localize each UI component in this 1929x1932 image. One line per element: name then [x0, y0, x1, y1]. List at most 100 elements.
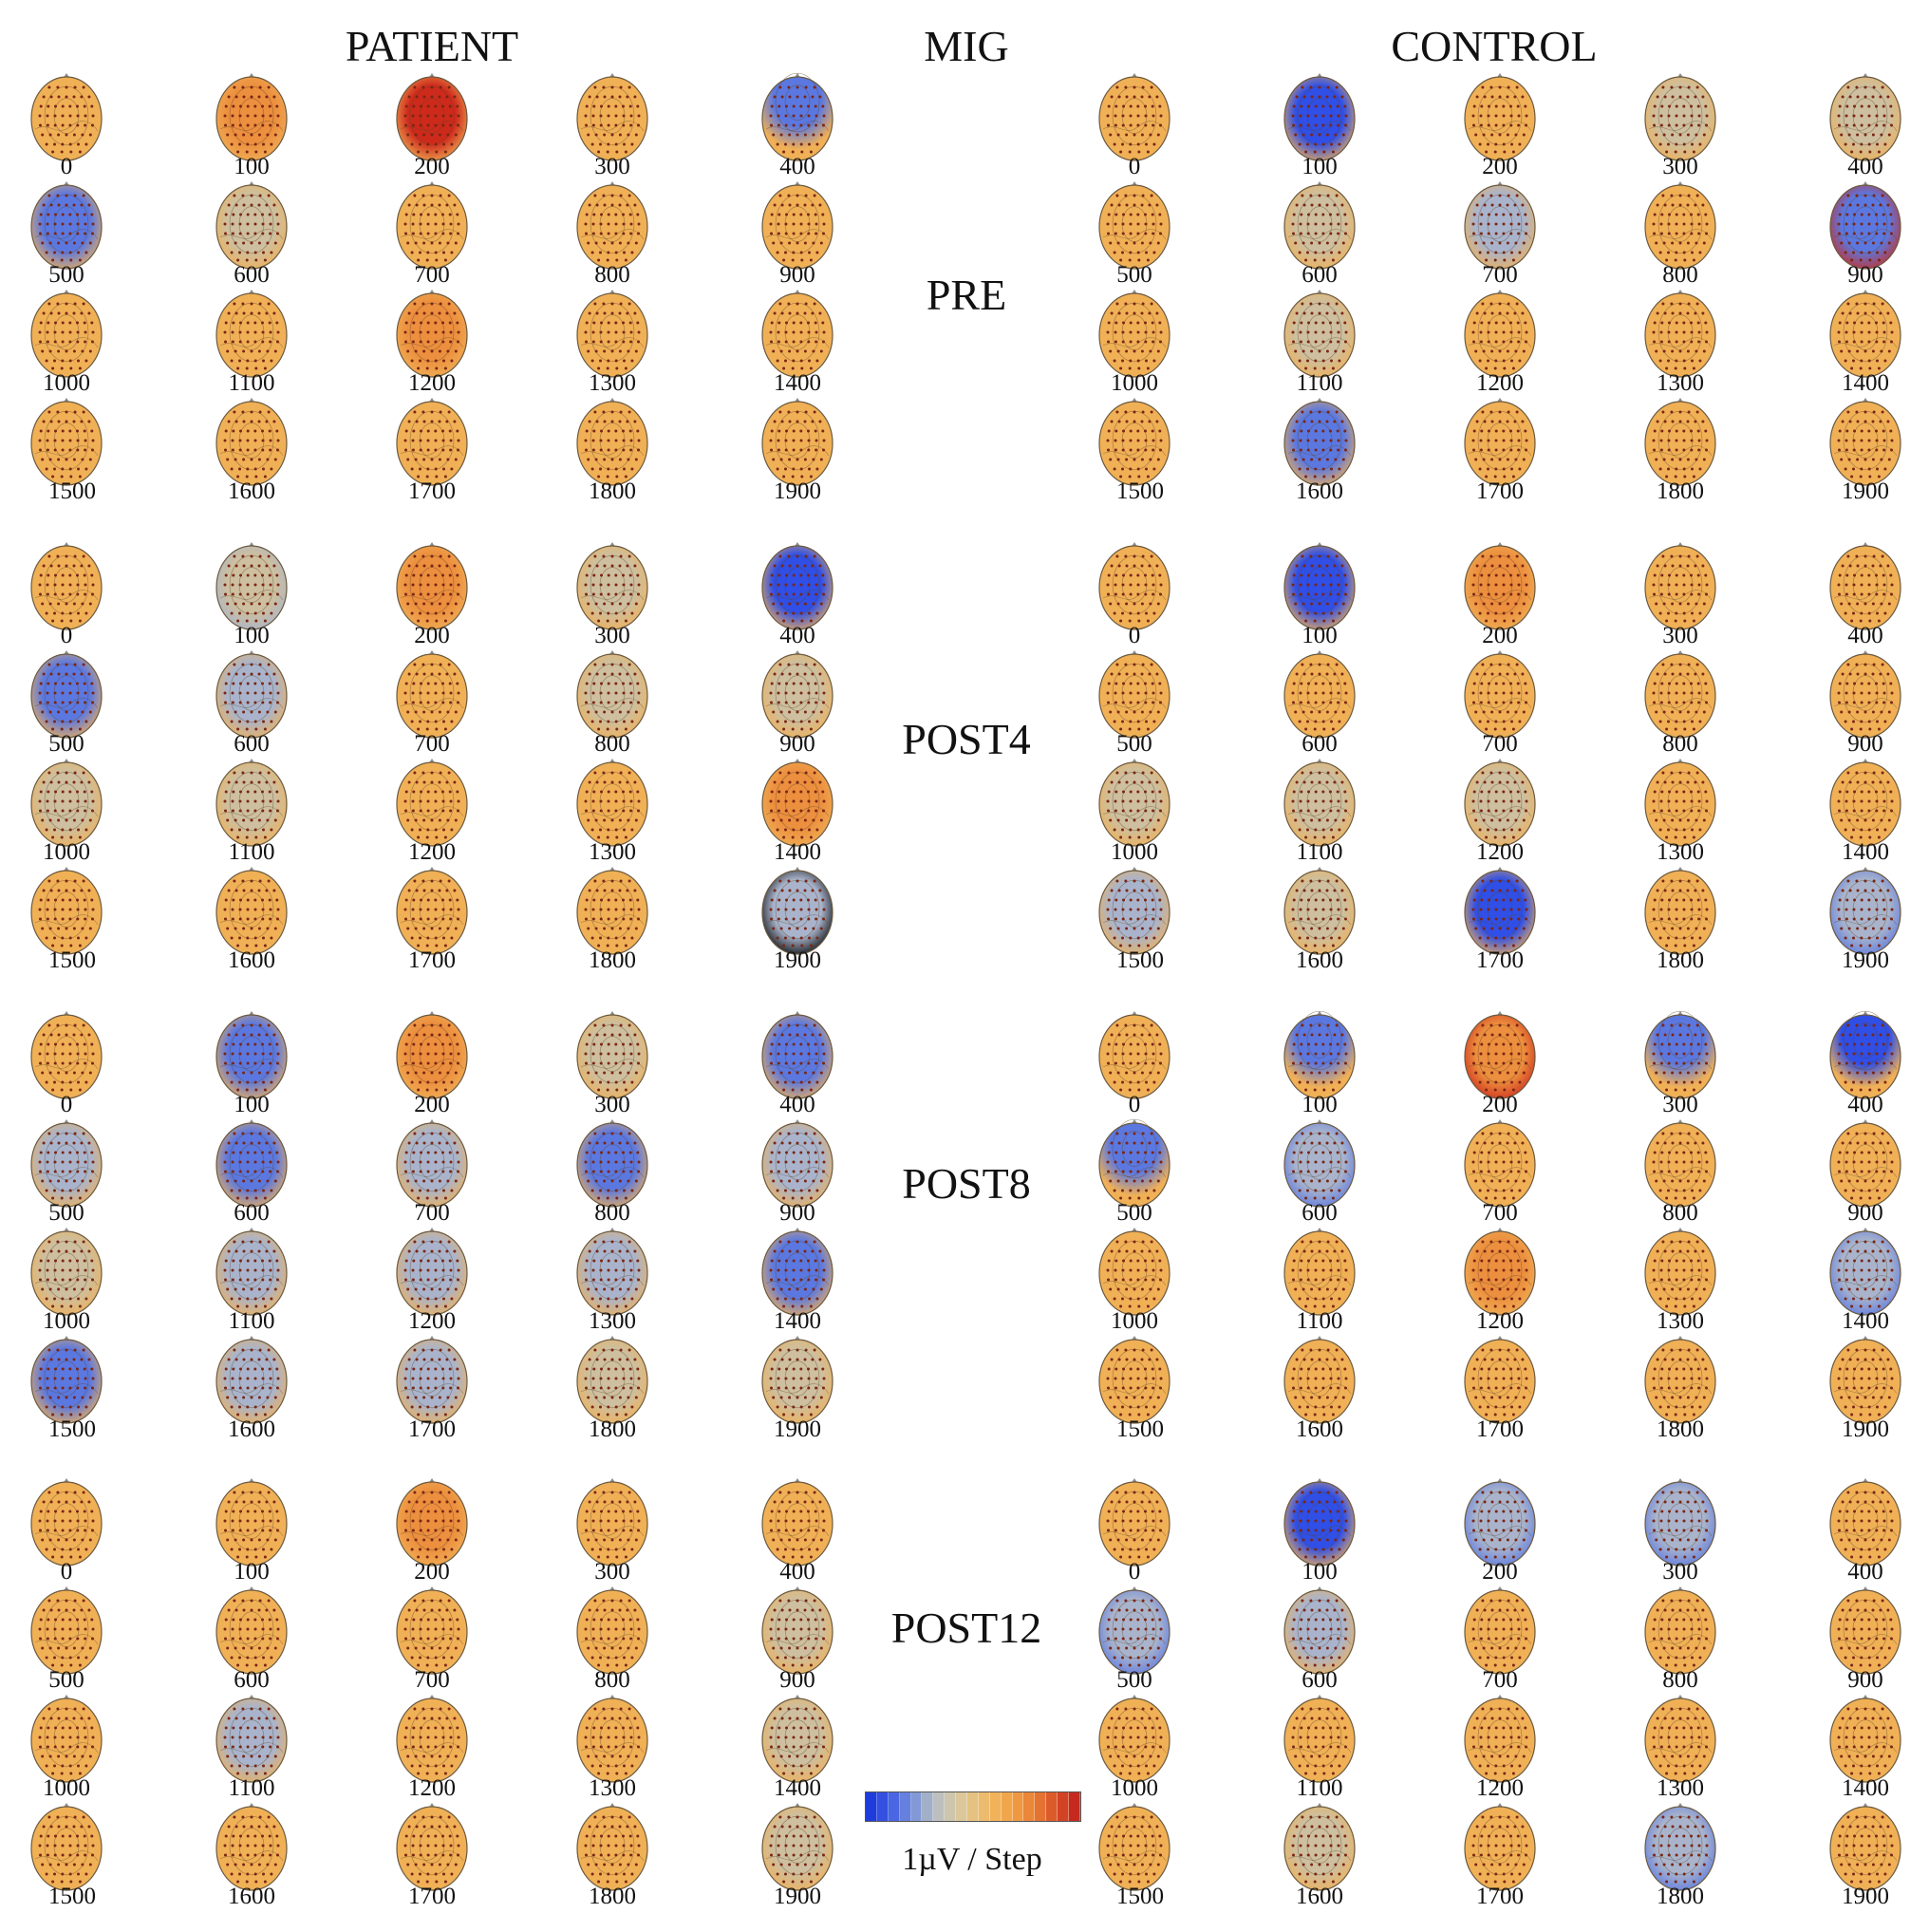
electrode-dot — [227, 1249, 231, 1253]
electrode-dot — [622, 213, 625, 216]
electrode-dot — [796, 1071, 799, 1075]
electrode-dot — [246, 1519, 250, 1523]
electrode-dot — [414, 1396, 418, 1399]
electrode-dot — [230, 1080, 234, 1084]
electrode-dot — [807, 104, 810, 108]
electrode-dot — [779, 818, 783, 822]
electrode-dot — [782, 150, 786, 154]
electrode-dot — [441, 429, 444, 433]
electrode-dot — [261, 439, 265, 442]
electrode-dot — [441, 790, 444, 794]
electrode-dot — [69, 150, 73, 154]
electrode-dot — [439, 1023, 442, 1027]
electrode-dot — [417, 475, 421, 478]
electrode-dot — [41, 1538, 45, 1542]
electrode-dot — [454, 710, 458, 714]
electrode-dot — [419, 448, 422, 452]
scalp-map — [215, 1589, 288, 1675]
electrode-dot — [417, 1772, 421, 1775]
electrode-dot — [72, 203, 76, 207]
electrode-dot — [245, 1555, 249, 1559]
electrode-dot — [250, 1491, 253, 1494]
electrode-dot — [637, 592, 640, 596]
electrode-dot — [238, 1278, 242, 1282]
electrode-dot — [261, 691, 265, 695]
electrode-dot — [453, 780, 457, 784]
electrode-dot — [91, 1160, 95, 1164]
electrode-dot — [407, 420, 411, 423]
topomap-patient-post4-800 — [575, 650, 649, 739]
contour-line — [580, 229, 645, 240]
electrode-dot — [610, 1491, 614, 1494]
electrode-dot — [232, 429, 235, 433]
electrode-dot — [53, 1189, 56, 1192]
electrode-dot — [591, 123, 595, 127]
electrode-dot — [246, 611, 250, 615]
electrode-dot — [234, 1071, 237, 1075]
electrode-dot — [48, 818, 52, 822]
electrode-dot — [61, 142, 65, 146]
electrode-dot — [776, 1656, 779, 1660]
electrode-dot — [420, 898, 422, 902]
electrode-dot — [614, 1259, 618, 1263]
electrode-dot — [73, 85, 77, 89]
electrode-dot — [61, 1042, 65, 1046]
electrode-dot — [54, 682, 57, 685]
time-label: 200 — [414, 1559, 450, 1585]
time-label: 600 — [234, 731, 270, 757]
electrode-dot — [446, 458, 450, 461]
electrode-dot — [815, 123, 818, 127]
electrode-dot — [772, 1863, 776, 1866]
topomap-patient-pre-100 — [215, 73, 289, 161]
electrode-dot — [622, 321, 625, 325]
electrode-dot — [445, 420, 449, 423]
electrode-dot — [83, 1259, 86, 1263]
electrode-dot — [618, 1825, 622, 1829]
electrode-dot — [778, 1023, 782, 1027]
time-label: 1400 — [774, 839, 821, 865]
electrode-dot — [812, 458, 815, 461]
electrode-dot — [250, 1179, 253, 1183]
electrode-dot — [265, 672, 269, 676]
electrode-dot — [779, 602, 783, 606]
electrode-dot — [53, 448, 57, 452]
electrode-dot — [265, 1825, 269, 1829]
electrode-dot — [809, 1555, 813, 1559]
electrode-dot — [242, 710, 246, 714]
electrode-dot — [42, 564, 46, 568]
electrode-dot — [822, 1160, 826, 1164]
electrode-dot — [269, 448, 272, 452]
electrode-dot — [634, 602, 638, 606]
electrode-dot — [246, 222, 250, 226]
electrode-dot — [618, 710, 622, 714]
electrode-dot — [777, 429, 781, 433]
electrode-dot — [241, 1707, 245, 1711]
electrode-dot — [268, 104, 272, 108]
electrode-dot — [807, 809, 811, 813]
electrode-dot — [84, 1189, 88, 1192]
electrode-dot — [628, 1834, 632, 1838]
electrode-dot — [450, 936, 454, 940]
electrode-dot — [818, 564, 822, 568]
electrode-dot — [807, 1278, 811, 1282]
time-label: 1200 — [408, 1775, 456, 1801]
electrode-dot — [407, 1716, 411, 1720]
electrode-dot — [615, 150, 619, 154]
time-label: 0 — [60, 1092, 73, 1117]
electrode-dot — [618, 1358, 622, 1361]
electrode-dot — [785, 429, 788, 433]
time-label: 1900 — [774, 1884, 821, 1909]
electrode-dot — [426, 1656, 430, 1660]
electrode-dot — [76, 222, 80, 226]
electrode-dot — [234, 780, 238, 784]
electrode-dot — [614, 611, 618, 615]
electrode-dot — [788, 710, 792, 714]
contour-line — [580, 445, 645, 457]
electrode-dot — [1301, 85, 1304, 89]
electrode-dot — [83, 1367, 86, 1371]
electrode-dot — [770, 1151, 774, 1154]
electrode-dot — [242, 1179, 246, 1183]
electrode-dot — [634, 1396, 638, 1399]
electrode-dot — [807, 1519, 811, 1523]
electrode-dot — [51, 1088, 55, 1092]
